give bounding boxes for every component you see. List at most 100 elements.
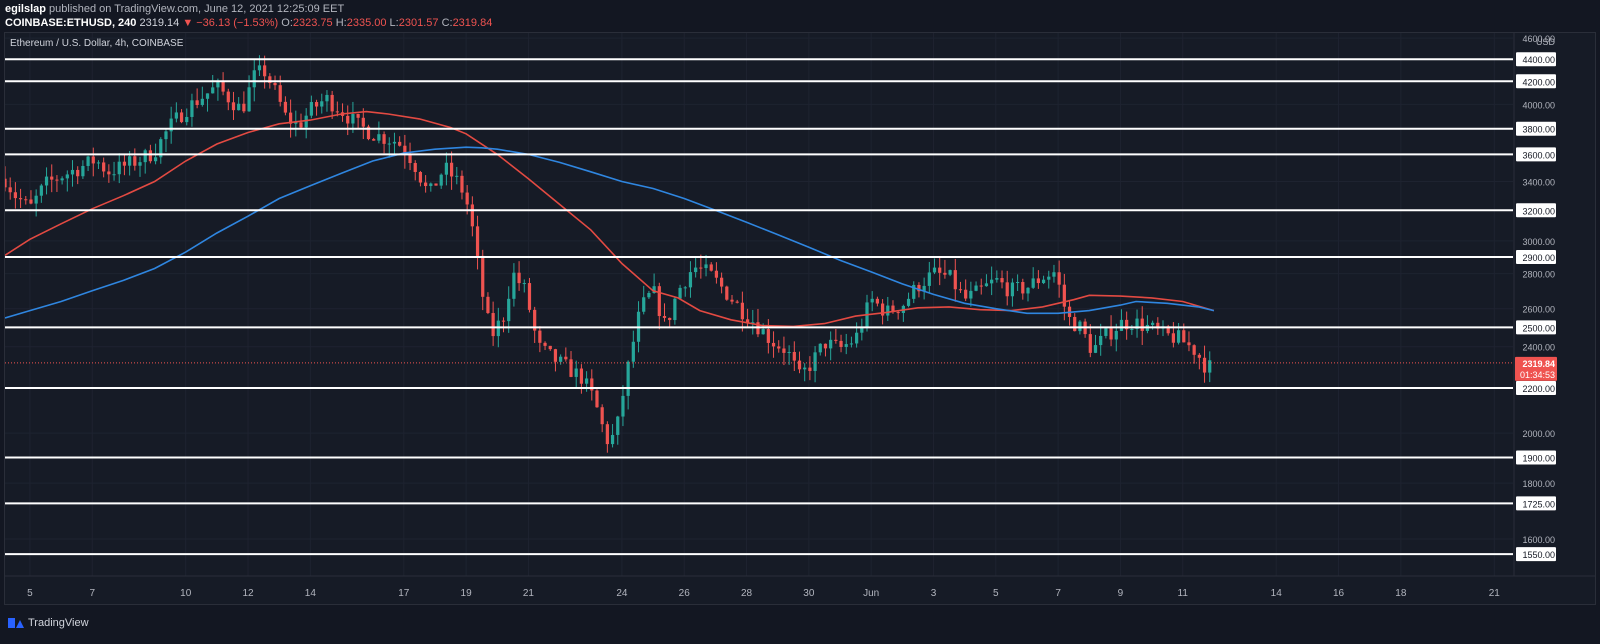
candle-body	[418, 171, 423, 183]
candle-body	[392, 141, 397, 144]
candle-body	[595, 390, 599, 408]
candle-body	[1202, 357, 1207, 373]
tradingview-logo[interactable]: TradingView	[8, 617, 89, 629]
x-tick-label: 21	[1489, 588, 1501, 599]
candle-body	[1031, 278, 1035, 288]
candle-body	[870, 298, 874, 303]
candle-body	[844, 344, 848, 347]
candle-body	[662, 316, 667, 318]
level-price-tag	[1516, 249, 1556, 264]
close-label: C:	[441, 17, 453, 29]
candle-body	[953, 270, 957, 290]
low-label: L:	[389, 17, 399, 29]
candle-body	[242, 103, 246, 112]
x-tick-label: Jun	[863, 588, 879, 599]
candle-body	[128, 156, 132, 166]
candle-body	[896, 312, 900, 314]
y-tick-label: 1600.00	[1522, 535, 1555, 545]
candle-body	[34, 195, 38, 204]
candle-body	[491, 313, 495, 337]
candle-body	[969, 290, 973, 299]
candle-body	[309, 102, 313, 116]
candle-body	[1156, 322, 1160, 329]
candle-body	[1010, 282, 1015, 297]
publisher-name[interactable]: egilslap	[5, 3, 46, 15]
candle-body	[1099, 335, 1103, 346]
candle-body	[948, 270, 952, 275]
candle-body	[860, 327, 864, 333]
candle-body	[922, 285, 926, 292]
level-price-tag	[1516, 147, 1556, 162]
candle-body	[247, 87, 251, 112]
y-tick-label: 4000.00	[1522, 100, 1555, 110]
candle-body	[1197, 354, 1201, 358]
candle-body	[709, 264, 713, 271]
candle-body	[107, 171, 111, 175]
low-value: 2301.57	[398, 17, 439, 29]
candle-body	[1166, 326, 1170, 334]
candle-body	[616, 416, 620, 435]
y-tick-label: 2400.00	[1522, 343, 1555, 353]
candle-body	[39, 185, 43, 196]
moving-average-line	[5, 146, 1215, 319]
candle-body	[55, 179, 59, 181]
candle-body	[179, 112, 184, 123]
close-value: 2319.84	[452, 17, 493, 29]
price-change: ▼ −36.13 (−1.53%)	[182, 17, 279, 29]
candle-body	[138, 162, 142, 166]
x-tick-label: 7	[89, 588, 95, 599]
candle-body	[984, 283, 989, 287]
y-tick-label: 2800.00	[1522, 270, 1555, 280]
candle-body	[564, 356, 568, 360]
y-tick-label: 4200.00	[1522, 77, 1555, 87]
candle-body	[533, 309, 537, 331]
candle-body	[574, 368, 578, 377]
candle-body	[91, 156, 95, 164]
candle-body	[335, 111, 339, 113]
candle-body	[195, 100, 199, 105]
candle-body	[361, 117, 365, 127]
chart-area[interactable]: 4600.00 4400.00 4200.00 4000.00 3800.00 3600.…	[4, 32, 1596, 605]
price-chart[interactable]: 4600.00 4400.00 4200.00 4000.00 3800.00 3600.…	[5, 33, 1595, 604]
x-tick-label: 16	[1333, 588, 1345, 599]
level-price-tag	[1516, 203, 1556, 218]
y-tick-label: 4600.00	[1522, 34, 1555, 44]
candle-body	[694, 267, 698, 273]
symbol-label[interactable]: COINBASE:ETHUSD, 240	[5, 17, 137, 29]
candle-body	[1187, 342, 1191, 346]
publish-info: published on TradingView.com, June 12, 2…	[49, 3, 345, 15]
candle-body	[1000, 278, 1004, 283]
candle-body	[979, 285, 983, 287]
open-value: 2323.75	[292, 17, 333, 29]
candle-body	[288, 112, 293, 124]
quote-line: COINBASE:ETHUSD, 240 2319.14 ▼ −36.13 (−…	[5, 16, 492, 30]
candle-body	[507, 298, 511, 322]
level-price-tag	[1516, 74, 1556, 89]
y-tick-label: 2200.00	[1522, 384, 1555, 394]
candle-body	[559, 356, 563, 362]
candle-body	[200, 98, 204, 105]
candle-body	[829, 339, 833, 349]
candle-body	[673, 298, 677, 321]
candle-body	[257, 65, 262, 71]
candle-body	[1182, 330, 1186, 343]
candle-body	[408, 155, 412, 164]
candle-body	[626, 361, 630, 396]
candle-body	[714, 270, 719, 278]
y-tick-label: 2900.00	[1522, 253, 1555, 263]
level-price-tag	[1516, 547, 1556, 562]
y-tick-label: 1900.00	[1522, 454, 1555, 464]
candle-body	[486, 296, 490, 314]
candle-body	[268, 76, 272, 84]
candle-body	[1036, 278, 1040, 284]
candle-body	[117, 161, 121, 175]
candle-body	[169, 118, 173, 132]
candle-body	[429, 183, 433, 187]
candle-body	[112, 174, 116, 176]
candle-body	[346, 115, 350, 124]
x-tick-label: 14	[305, 588, 317, 599]
candle-body	[18, 198, 23, 200]
candle-body	[657, 286, 661, 317]
candle-body	[553, 349, 558, 362]
candle-body	[413, 163, 417, 172]
